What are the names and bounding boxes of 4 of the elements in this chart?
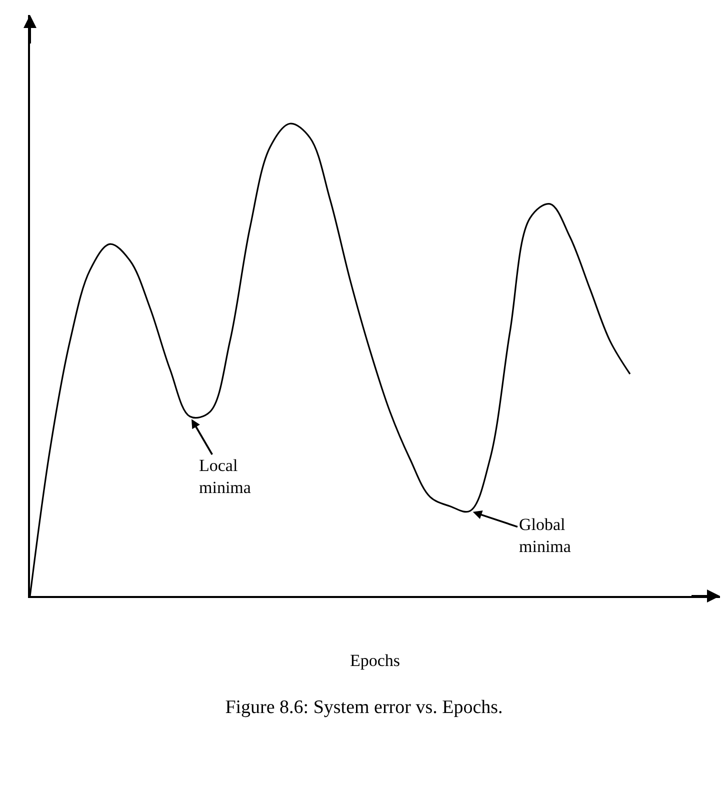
annotation: Local minima bbox=[199, 456, 252, 498]
x-axis-title: Epochs bbox=[350, 651, 400, 670]
text: Figure 8.6: System error vs. Epochs. bbox=[225, 697, 503, 718]
annotation: Global minima bbox=[519, 515, 572, 556]
